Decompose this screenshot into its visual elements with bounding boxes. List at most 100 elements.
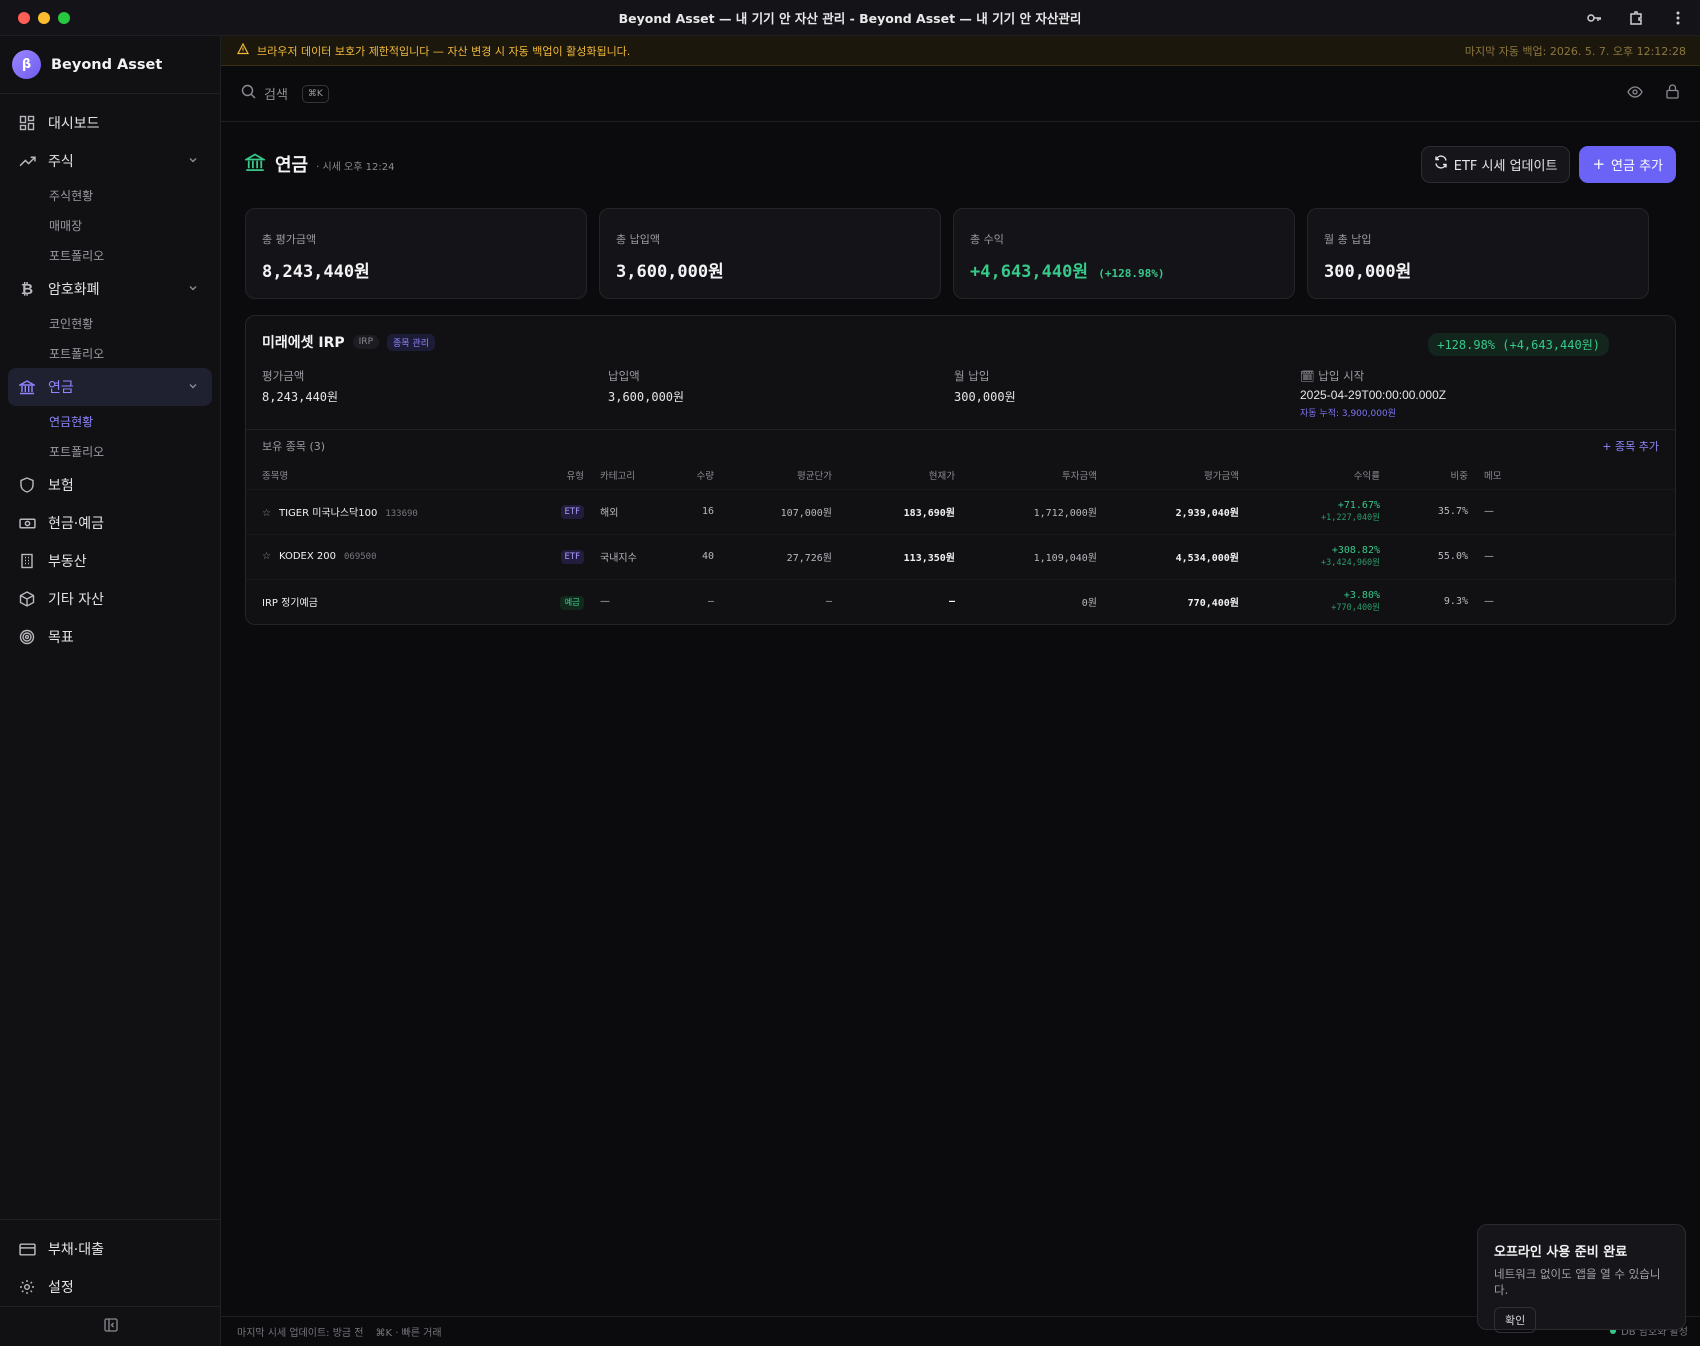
card-value: 300,000원 [1324, 262, 1412, 282]
offline-ready-toast: 오프라인 사용 준비 완료 네트워크 없이도 앱을 열 수 있습니다. 확인 [1477, 1224, 1686, 1333]
status-dot-icon [1610, 1327, 1617, 1334]
key-icon[interactable] [1584, 8, 1604, 28]
toast-confirm-button[interactable]: 확인 [1494, 1307, 1537, 1333]
holding-memo[interactable]: — [1476, 578, 1675, 624]
col-eval[interactable]: 평가금액 [1204, 470, 1239, 482]
holding-gain: +770,400원 [1331, 603, 1380, 614]
sidebar-item-realestate[interactable]: 부동산 [8, 542, 212, 580]
eye-icon[interactable] [1627, 84, 1643, 104]
sidebar: β Beyond Asset 대시보드 주식 주식현황 매매장 포트폴리오 ₿ … [0, 36, 221, 1346]
col-type[interactable]: 유형 [566, 470, 584, 482]
etf-price-update-button[interactable]: ETF 시세 업데이트 [1420, 145, 1571, 183]
sidebar-item-dashboard[interactable]: 대시보드 [8, 104, 212, 142]
holding-avg: — [722, 578, 840, 624]
target-icon [18, 628, 36, 646]
table-row[interactable]: IRP 정기예금 예금 — — — — 0원 770,400원 +3.80% +7… [246, 578, 1675, 624]
sidebar-item-settings[interactable]: 설정 [8, 1268, 213, 1306]
col-qty[interactable]: 수량 [696, 470, 714, 482]
sidebar-collapse-button[interactable] [0, 1306, 221, 1346]
holding-name: IRP 정기예금 [262, 598, 318, 610]
holding-code: 133690 [385, 509, 418, 519]
bank-icon [18, 378, 36, 396]
add-holding-button[interactable]: + 종목 추가 [1602, 439, 1659, 453]
sidebar-item-cash[interactable]: 현금·예금 [8, 504, 212, 542]
sidebar-item-label: 목표 [48, 630, 74, 646]
col-weight[interactable]: 비중 [1450, 470, 1468, 482]
stat-label: 평가금액 [262, 369, 305, 383]
card-label: 월 총 납입 [1324, 233, 1372, 246]
col-return[interactable]: 수익률 [1353, 470, 1380, 482]
sidebar-subitem-coin-status[interactable]: 코인현황 [49, 316, 94, 331]
manage-holdings-button[interactable]: 종목 관리 [387, 333, 435, 351]
more-menu-icon[interactable] [1668, 8, 1688, 28]
title-bar: Beyond Asset — 내 기기 안 자산 관리 - Beyond Ass… [0, 0, 1700, 36]
table-row[interactable]: ☆ TIGER 미국나스닥100 133690 ETF 해외 16 107,000원… [246, 488, 1675, 534]
sidebar-item-label: 부동산 [48, 554, 87, 570]
sidebar-subitem-pension-portfolio[interactable]: 포트폴리오 [49, 444, 105, 459]
table-row[interactable]: ☆ KODEX 200 069500 ETF 국내지수 40 27,726원 113… [246, 533, 1675, 579]
sidebar-bottom: 부채·대출 설정 [0, 1219, 221, 1306]
holding-memo[interactable]: — [1476, 488, 1675, 534]
sidebar-item-label: 현금·예금 [48, 516, 104, 532]
col-memo[interactable]: 메모 [1484, 470, 1502, 482]
sidebar-item-label: 주식 [48, 154, 74, 170]
holding-eval: 4,534,000원 [1105, 533, 1247, 579]
col-current-price[interactable]: 현재가 [928, 470, 955, 482]
sidebar-item-pension[interactable]: 연금 [8, 368, 212, 406]
sidebar-item-label: 보험 [48, 478, 74, 494]
holding-qty: 16 [684, 488, 722, 534]
search-input[interactable]: 검색 [264, 88, 288, 103]
search-icon [241, 84, 256, 103]
maximize-window-button[interactable] [58, 12, 70, 24]
holding-name: KODEX 200 [278, 551, 336, 562]
page-title: 연금 [275, 155, 309, 176]
account-stat-start: 🗓 납입 시작 2025-04-29T00:00:00.000Z 자동 누적: … [1300, 368, 1646, 419]
chevron-down-icon [188, 379, 198, 395]
holding-invested: 1,712,000원 [963, 488, 1105, 534]
close-window-button[interactable] [18, 12, 30, 24]
sidebar-subitem-stock-status[interactable]: 주식현황 [49, 188, 94, 203]
sidebar-item-goal[interactable]: 목표 [8, 618, 212, 656]
col-name[interactable]: 종목명 [262, 470, 289, 482]
holding-category: — [592, 578, 684, 624]
sidebar-subitem-stock-portfolio[interactable]: 포트폴리오 [49, 248, 105, 263]
sidebar-item-stocks[interactable]: 주식 [8, 142, 212, 180]
star-icon[interactable]: ☆ [262, 551, 271, 562]
brand-logo: β [12, 50, 41, 79]
holding-rate: +308.82% [1331, 545, 1380, 556]
stat-label: 월 납입 [954, 369, 990, 383]
package-icon [18, 590, 36, 608]
star-icon[interactable]: ☆ [262, 508, 271, 519]
extensions-icon[interactable] [1626, 8, 1646, 28]
col-invested[interactable]: 투자금액 [1062, 470, 1097, 482]
quick-trade-shortcut[interactable]: ⌘K · 빠른 거래 [375, 1328, 442, 1339]
chevron-down-icon [188, 153, 198, 169]
sidebar-subitem-crypto-portfolio[interactable]: 포트폴리오 [49, 346, 105, 361]
summary-card-total-profit: 총 수익 +4,643,440원 (+128.98%) [953, 208, 1295, 299]
holding-memo[interactable]: — [1476, 533, 1675, 579]
brand[interactable]: β Beyond Asset [0, 36, 220, 94]
sidebar-item-label: 연금 [48, 380, 74, 396]
sidebar-item-debt[interactable]: 부채·대출 [8, 1230, 213, 1268]
stat-value: 300,000원 [954, 390, 1016, 404]
account-panel: 미래에셋 IRP IRP 종목 관리 +128.98% (+4,643,440원… [245, 315, 1676, 625]
sidebar-subitem-pension-status[interactable]: 연금현황 [49, 414, 94, 429]
lock-icon[interactable] [1665, 83, 1680, 104]
panel-collapse-icon [103, 1317, 118, 1336]
sidebar-item-other-assets[interactable]: 기타 자산 [8, 580, 212, 618]
col-category[interactable]: 카테고리 [600, 470, 635, 482]
page-content: 연금 · 시세 오후 12:24 ETF 시세 업데이트 + 연금 추가 총 평… [221, 122, 1700, 625]
stat-value: 8,243,440원 [262, 390, 339, 404]
sidebar-item-insurance[interactable]: 보험 [8, 466, 212, 504]
holding-avg: 107,000원 [722, 488, 840, 534]
gear-icon [18, 1278, 36, 1296]
holding-category: 해외 [592, 488, 684, 534]
minimize-window-button[interactable] [38, 12, 50, 24]
add-pension-label: 연금 추가 [1611, 158, 1663, 174]
toast-title: 오프라인 사용 준비 완료 [1494, 1245, 1628, 1260]
sidebar-subitem-trade-log[interactable]: 매매장 [49, 218, 83, 233]
holding-weight: 35.7% [1388, 488, 1476, 534]
col-avg-price[interactable]: 평균단가 [797, 470, 832, 482]
sidebar-item-crypto[interactable]: ₿ 암호화폐 [8, 270, 212, 308]
add-pension-button[interactable]: + 연금 추가 [1579, 145, 1676, 183]
